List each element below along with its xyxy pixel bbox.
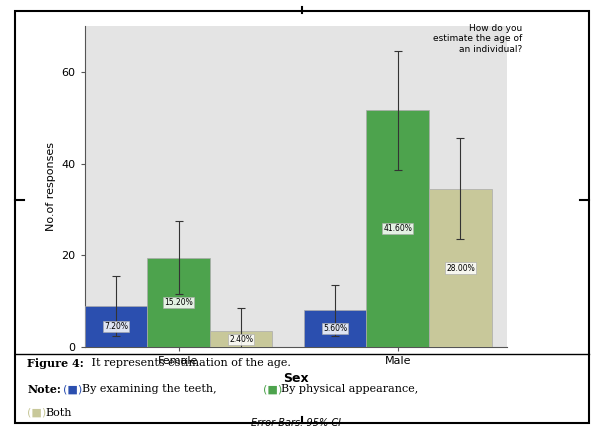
Text: (■): (■)	[63, 384, 83, 394]
Text: 28.00%: 28.00%	[446, 263, 475, 273]
Text: Both: Both	[45, 408, 72, 418]
Bar	[85, 306, 147, 347]
X-axis label: Sex: Sex	[283, 372, 309, 385]
Text: It represents estimation of the age.: It represents estimation of the age.	[88, 358, 291, 368]
Text: Note:: Note:	[27, 384, 61, 395]
Text: By examining the teeth,: By examining the teeth,	[82, 384, 216, 394]
Text: (■): (■)	[263, 384, 282, 394]
Bar	[367, 111, 429, 347]
Text: 2.40%: 2.40%	[229, 335, 253, 344]
Text: 41.60%: 41.60%	[384, 224, 412, 233]
Bar	[210, 331, 272, 347]
Text: How do you
estimate the age of
an individual?: How do you estimate the age of an indivi…	[433, 24, 522, 54]
Text: 7.20%: 7.20%	[104, 322, 128, 331]
Text: By physical appearance,: By physical appearance,	[281, 384, 418, 394]
Text: 5.60%: 5.60%	[323, 324, 347, 333]
Text: (■): (■)	[27, 408, 47, 418]
Y-axis label: No.of responses: No.of responses	[46, 142, 56, 231]
Bar	[147, 258, 210, 347]
Text: 15.20%: 15.20%	[164, 298, 193, 307]
Bar	[304, 310, 367, 347]
Bar	[429, 189, 492, 347]
Text: Figure 4:: Figure 4:	[27, 358, 84, 369]
Text: Error Bars: 95% CI: Error Bars: 95% CI	[251, 418, 341, 428]
